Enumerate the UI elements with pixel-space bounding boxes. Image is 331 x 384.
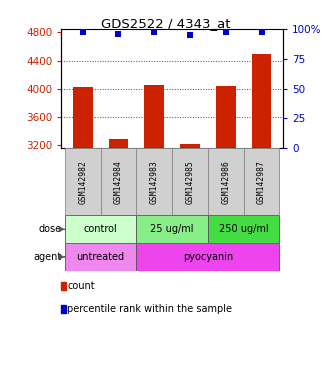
Bar xyxy=(244,148,279,215)
Text: dose: dose xyxy=(39,224,62,234)
Bar xyxy=(136,243,279,271)
Bar xyxy=(208,148,244,215)
Bar xyxy=(65,215,136,243)
Bar xyxy=(73,88,93,148)
Text: GSM142982: GSM142982 xyxy=(78,160,87,204)
Bar xyxy=(65,243,136,271)
Text: count: count xyxy=(67,281,95,291)
Text: GSM142984: GSM142984 xyxy=(114,160,123,204)
Text: GSM142983: GSM142983 xyxy=(150,160,159,204)
Point xyxy=(223,29,228,35)
Text: 25 ug/ml: 25 ug/ml xyxy=(150,224,194,234)
Point xyxy=(80,29,85,35)
Text: control: control xyxy=(84,224,118,234)
Bar xyxy=(252,54,271,148)
Bar xyxy=(208,215,279,243)
Point xyxy=(116,30,121,36)
Text: percentile rank within the sample: percentile rank within the sample xyxy=(67,304,232,314)
Point xyxy=(187,32,193,38)
Bar xyxy=(65,148,101,215)
Point xyxy=(259,29,264,35)
Bar xyxy=(101,148,136,215)
Bar xyxy=(109,139,128,148)
Text: agent: agent xyxy=(34,252,62,262)
Bar xyxy=(136,215,208,243)
Text: pyocyanin: pyocyanin xyxy=(183,252,233,262)
Text: GSM142987: GSM142987 xyxy=(257,160,266,204)
Text: 250 ug/ml: 250 ug/ml xyxy=(219,224,268,234)
Text: untreated: untreated xyxy=(76,252,125,262)
Text: GSM142985: GSM142985 xyxy=(185,160,195,204)
Bar xyxy=(216,86,236,148)
Point xyxy=(152,29,157,35)
Bar xyxy=(144,84,164,148)
Text: GSM142986: GSM142986 xyxy=(221,160,230,204)
Bar xyxy=(180,144,200,148)
Bar xyxy=(136,148,172,215)
Bar xyxy=(172,148,208,215)
Text: GDS2522 / 4343_at: GDS2522 / 4343_at xyxy=(101,17,230,30)
